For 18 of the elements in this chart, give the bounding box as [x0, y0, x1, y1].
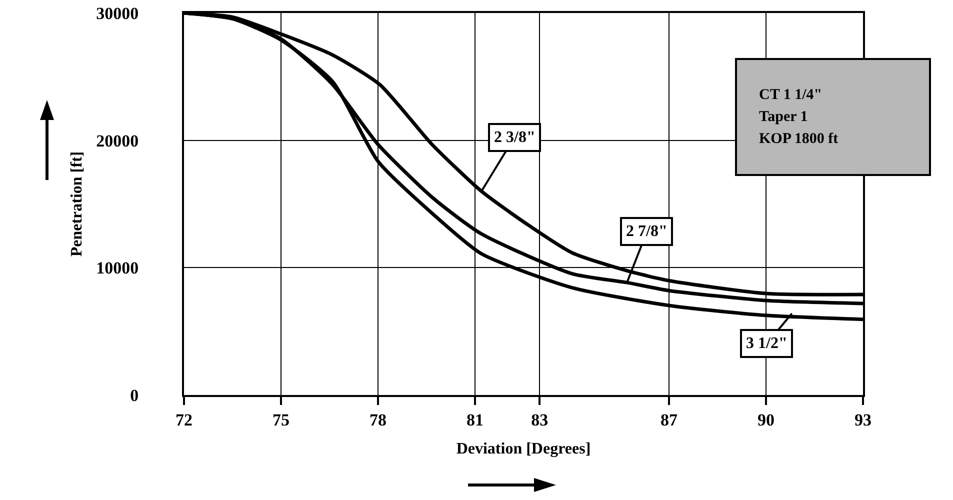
x-tick-label: 75 — [272, 410, 290, 430]
x-tick-label: 87 — [660, 410, 678, 430]
y-tick-label: 10000 — [96, 258, 139, 278]
x-tick-label: 93 — [854, 410, 872, 430]
x-tick-label: 90 — [758, 410, 774, 430]
annotation: 2 3/8" — [494, 129, 536, 146]
info-card: CT 1 1/4" Taper 1 KOP 1800 ft — [735, 58, 931, 176]
x-axis-title: Deviation [Degrees] — [456, 440, 591, 458]
y-tick-label: 20000 — [96, 131, 139, 150]
x-tick-label: 72 — [176, 410, 192, 430]
x-tick-label: 78 — [370, 410, 386, 430]
annotation: 2 7/8" — [626, 223, 668, 240]
y-tick-label: 0 — [130, 386, 139, 405]
x-tick-label: 83 — [531, 410, 548, 430]
annotation: 3 1/2" — [746, 335, 788, 352]
y-tick-label: 30000 — [96, 4, 139, 23]
x-tick-label: 81 — [466, 410, 484, 430]
y-axis-title: Penetration [ft] — [68, 151, 86, 257]
